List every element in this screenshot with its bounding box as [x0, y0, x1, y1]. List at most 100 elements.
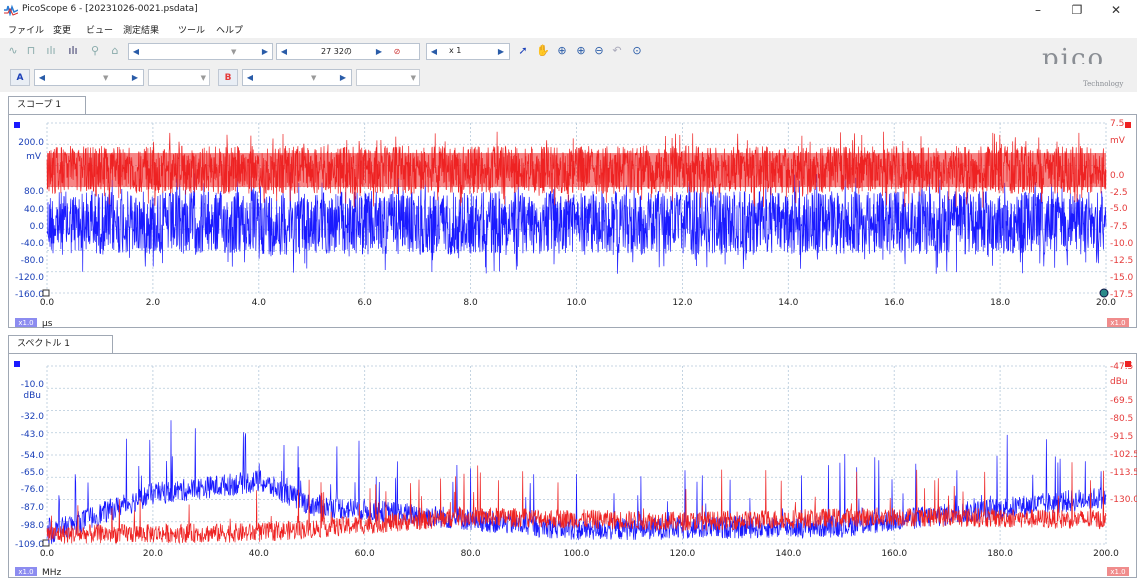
channel-b-marker-icon[interactable] — [1125, 122, 1131, 128]
x-tick-label: 60.0 — [355, 549, 375, 559]
menu-file[interactable]: ファイル — [8, 23, 44, 36]
chevron-down-icon: ▼ — [201, 74, 206, 82]
menu-view[interactable]: ビュー — [86, 23, 113, 36]
x-zoom-badge-left-label: x1.0 — [18, 568, 33, 576]
maximize-button[interactable]: ❐ — [1060, 0, 1094, 20]
capture-navigator[interactable]: ◀ 27 32の ▶ ⊘ — [276, 43, 420, 60]
menu-help[interactable]: ヘルプ — [216, 23, 243, 36]
chevron-down-icon[interactable]: ▼ — [103, 74, 108, 82]
zoom-next-icon[interactable]: ▶ — [495, 44, 507, 59]
x-tick-label: 120.0 — [670, 549, 696, 559]
channel-b-range-next-icon[interactable]: ▶ — [337, 70, 349, 85]
right-axis-tick-label: -91.5 — [1110, 432, 1133, 442]
right-axis-tick-label: -17.5 — [1110, 290, 1133, 300]
chevron-down-icon: ▼ — [411, 74, 416, 82]
spectrum-mode-icon[interactable]: ılı — [42, 42, 60, 60]
picoscope-app-icon — [4, 4, 18, 16]
x-tick-label: 140.0 — [775, 549, 801, 559]
channel-a-range-prev-icon[interactable]: ◀ — [36, 70, 48, 85]
x-tick-label: 2.0 — [146, 298, 161, 308]
channel-b-range-selector[interactable]: ◀ ▼ ▶ — [242, 69, 352, 86]
channel-a-range-selector[interactable]: ◀ ▼ ▶ — [34, 69, 144, 86]
x-tick-label: 12.0 — [672, 298, 692, 308]
zoom-in-icon[interactable]: ⊕ — [572, 42, 590, 60]
capture-count: 27 32の — [321, 46, 352, 57]
right-axis-tick-label: -12.5 — [1110, 256, 1133, 266]
zoom-selector[interactable]: ◀ x 1 ▶ — [426, 43, 510, 60]
pico-logo-subtitle: Technology — [1083, 80, 1123, 88]
right-axis-tick-label: 0.0 — [1110, 171, 1125, 181]
menu-tools[interactable]: ツール — [178, 23, 205, 36]
minimize-button[interactable]: – — [1021, 0, 1055, 20]
tab-spectrum[interactable]: スペクトル 1 — [8, 335, 113, 353]
title-bar: PicoScope 6 - [20231026-0021.psdata] – ❐… — [0, 0, 1137, 20]
chevron-down-icon[interactable]: ▼ — [231, 48, 236, 56]
scope-view[interactable]: 0.0 2.0 4.0 6.0 8.0 10.0 12.0 14.0 16.0 18.0 20.0 2… — [8, 114, 1137, 328]
capture-next-icon[interactable]: ▶ — [373, 44, 385, 59]
zoom-prev-icon[interactable]: ◀ — [428, 44, 440, 59]
left-axis-unit: mV — [26, 152, 42, 162]
channel-a-marker-icon[interactable] — [14, 361, 20, 367]
pointer-tool-icon[interactable]: ➚ — [514, 42, 532, 60]
channel-b-marker-icon[interactable] — [1125, 361, 1131, 367]
x-tick-label: 200.0 — [1093, 549, 1119, 559]
x-tick-label: 160.0 — [881, 549, 907, 559]
menu-measurements[interactable]: 測定結果 — [123, 23, 159, 36]
x-tick-label: 8.0 — [463, 298, 478, 308]
hand-tool-icon[interactable]: ✋ — [534, 42, 552, 60]
x-tick-label: 40.0 — [249, 549, 269, 559]
trigger-marker-icon[interactable] — [43, 290, 49, 296]
capture-history-icon[interactable]: ⊘ — [391, 44, 403, 59]
capture-prev-icon[interactable]: ◀ — [278, 44, 290, 59]
left-axis-tick-label: -87.0 — [21, 503, 45, 513]
right-axis-tick-label: -113.5 — [1110, 468, 1137, 478]
left-axis-tick-label: -98.0 — [21, 521, 45, 531]
spectrum-view-icon[interactable]: ılı — [64, 42, 82, 60]
right-axis-tick-label: -2.5 — [1110, 188, 1128, 198]
tab-scope[interactable]: スコープ 1 — [8, 96, 86, 114]
left-axis-tick-label: 200.0 — [18, 138, 44, 148]
left-axis-unit: dBu — [23, 391, 41, 401]
right-axis-tick-label: -10.0 — [1110, 239, 1134, 249]
channel-a-range-next-icon[interactable]: ▶ — [129, 70, 141, 85]
channel-b-offset-handle-icon[interactable] — [1100, 289, 1108, 297]
right-axis-tick-label: -7.5 — [1110, 222, 1128, 232]
zoom-area-icon[interactable]: ⊕ — [553, 42, 571, 60]
x-tick-label: 18.0 — [990, 298, 1010, 308]
channel-a-button[interactable]: A — [10, 69, 30, 86]
right-axis-tick-label: -15.0 — [1110, 273, 1134, 283]
x-tick-label: 6.0 — [358, 298, 373, 308]
timebase-prev-icon[interactable]: ◀ — [130, 44, 142, 59]
home-icon[interactable]: ⌂ — [106, 42, 124, 60]
scope-chart[interactable]: 0.0 2.0 4.0 6.0 8.0 10.0 12.0 14.0 16.0 18.0 20.0 2… — [9, 115, 1137, 329]
menu-edit[interactable]: 変更 — [53, 23, 71, 36]
x-axis-unit: μs — [42, 319, 53, 329]
x-zoom-badge-left-label: x1.0 — [18, 319, 33, 327]
scope-mode-icon[interactable]: ∿ — [4, 42, 22, 60]
left-axis-tick-label: -54.0 — [21, 451, 45, 461]
channel-b-button[interactable]: B — [218, 69, 238, 86]
spectrum-view[interactable]: 0.0 20.0 40.0 60.0 80.0 100.0 120.0 140.0 160.0 1… — [8, 353, 1137, 578]
undo-zoom-icon[interactable]: ↶ — [608, 42, 626, 60]
timebase-next-icon[interactable]: ▶ — [259, 44, 271, 59]
spectrum-chart[interactable]: 0.0 20.0 40.0 60.0 80.0 100.0 120.0 140.0 160.0 1… — [9, 354, 1137, 579]
left-axis-tick-label: -76.0 — [21, 485, 45, 495]
x-tick-label: 16.0 — [884, 298, 904, 308]
zoom-fit-icon[interactable]: ⊙ — [628, 42, 646, 60]
chevron-down-icon[interactable]: ▼ — [311, 74, 316, 82]
probe-icon[interactable]: ⚲ — [86, 42, 104, 60]
spectrum-origin-marker-icon[interactable] — [43, 540, 49, 546]
channel-a-coupling-select[interactable]: ▼ — [148, 69, 210, 86]
left-axis-tick-label: -80.0 — [21, 256, 45, 266]
right-axis-unit: mV — [1110, 136, 1126, 146]
close-button[interactable]: ✕ — [1099, 0, 1133, 20]
channel-b-range-prev-icon[interactable]: ◀ — [244, 70, 256, 85]
right-axis-tick-label: -5.0 — [1110, 204, 1128, 214]
channel-b-coupling-select[interactable]: ▼ — [356, 69, 420, 86]
persistence-mode-icon[interactable]: ⊓ — [22, 42, 40, 60]
toolbar-main: ∿ ⊓ ılı ılı ⚲ ⌂ ◀ ▶ ▼ ◀ 27 32の ▶ ⊘ ◀ x 1… — [0, 38, 1137, 64]
x-zoom-badge-right-label: x1.0 — [1110, 319, 1125, 327]
channel-a-marker-icon[interactable] — [14, 122, 20, 128]
zoom-out-icon[interactable]: ⊖ — [590, 42, 608, 60]
timebase-selector[interactable]: ◀ ▶ ▼ — [128, 43, 273, 60]
